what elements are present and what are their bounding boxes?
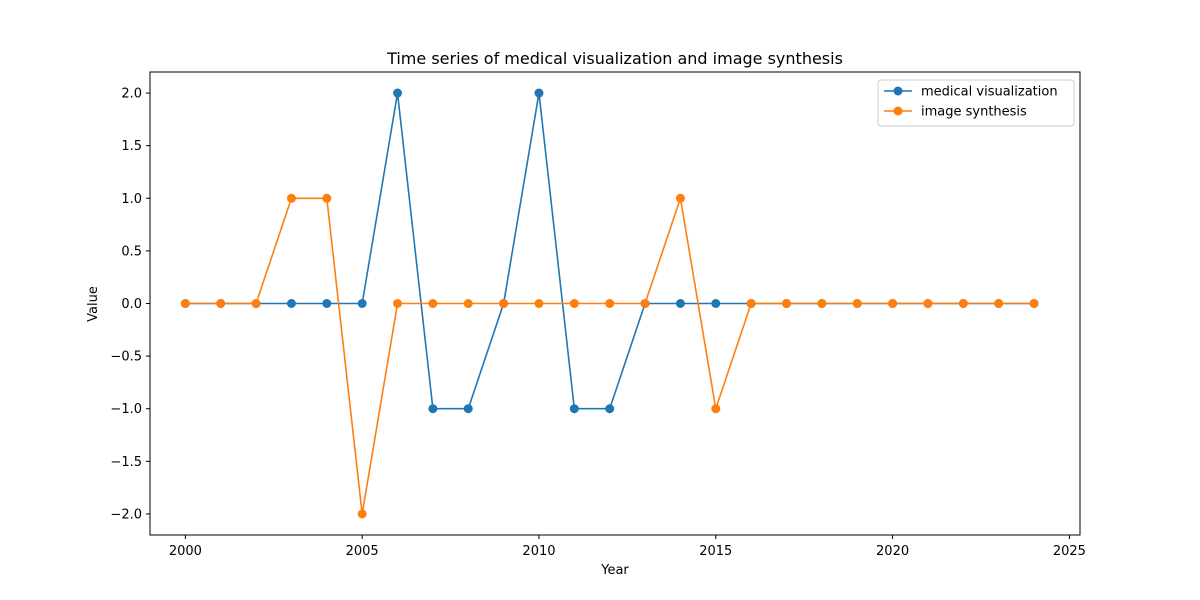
y-tick-label: −1.0: [110, 402, 142, 417]
series-2-point: [216, 299, 226, 308]
series-2-point: [463, 299, 473, 308]
series-1-point: [428, 404, 438, 414]
series-2-point: [711, 404, 721, 414]
legend-label: image synthesis: [921, 105, 1027, 120]
series-2-point: [286, 193, 296, 203]
series-2-point: [428, 299, 438, 308]
legend-label: medical visualization: [921, 85, 1058, 100]
y-tick-label: 1.0: [121, 192, 142, 207]
series-1-point: [322, 299, 332, 308]
series-1-point: [357, 299, 367, 308]
series-2-point: [605, 299, 615, 308]
series-1-point: [286, 299, 296, 308]
series-2-point: [569, 299, 579, 308]
legend: medical visualization image synthesis: [877, 79, 1075, 127]
series-2-point: [817, 299, 827, 308]
series-2-point: [499, 299, 509, 308]
legend-marker: [893, 106, 903, 116]
series-2-point: [1029, 299, 1039, 308]
series-2-point: [888, 299, 898, 308]
series-2-point: [393, 299, 403, 308]
series-1-point: [393, 88, 403, 98]
y-axis-label: Value: [86, 286, 101, 322]
series-2-point: [534, 299, 544, 308]
y-tick-label: −0.5: [110, 350, 142, 365]
x-axis-label: Year: [600, 563, 629, 578]
chart-title: Time series of medical visualization and…: [386, 49, 843, 68]
y-tick-label: 2.0: [121, 87, 142, 102]
series-2-point: [923, 299, 933, 308]
x-tick-label: 2025: [1053, 544, 1086, 559]
y-tick-label: 1.5: [121, 139, 142, 154]
plot-area: 2000 2005 2010 2015 2020 2025 −2.0 −1.5 −1.0 −0.5…: [110, 71, 1086, 559]
x-tick-label: 2005: [346, 544, 379, 559]
x-tick-label: 2020: [876, 544, 909, 559]
series-1-point: [605, 404, 615, 414]
series-1-point: [711, 299, 721, 308]
series-2-point: [852, 299, 862, 308]
series-1-point: [534, 88, 544, 98]
legend-marker: [893, 86, 903, 96]
series-2-point: [994, 299, 1004, 308]
y-tick-label: 0.0: [121, 297, 142, 312]
series-2-point: [746, 299, 756, 308]
y-tick-label: 0.5: [121, 244, 142, 259]
series-2-point: [782, 299, 792, 308]
series-2-point: [180, 299, 190, 308]
series-2-point: [675, 193, 685, 203]
series-2-point: [357, 509, 367, 519]
x-tick-label: 2010: [522, 544, 555, 559]
series-1-point: [675, 299, 685, 308]
series-1-point: [463, 404, 473, 414]
legend-box: [877, 79, 1075, 127]
y-tick-label: −2.0: [110, 507, 142, 522]
series-2-point: [958, 299, 968, 308]
series-1-point: [569, 404, 579, 414]
series-2-point: [640, 299, 650, 308]
series-2-point: [251, 299, 261, 308]
x-tick-label: 2015: [699, 544, 732, 559]
y-tick-label: −1.5: [110, 455, 142, 470]
x-tick-label: 2000: [169, 544, 202, 559]
series-2-point: [322, 193, 332, 203]
